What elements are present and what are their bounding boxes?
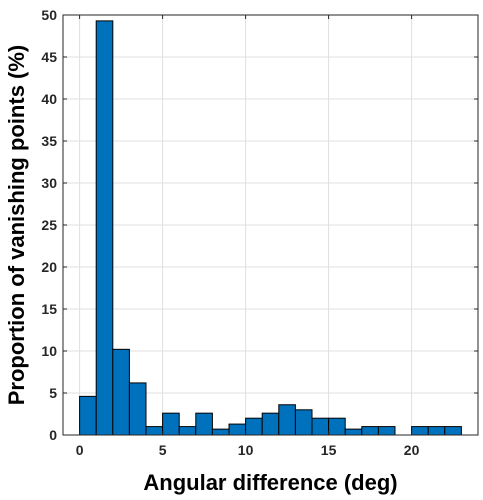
y-tick-label: 50 xyxy=(41,7,57,23)
histogram-bar xyxy=(95,20,114,436)
y-axis-label: Proportion of vanishing points (%) xyxy=(4,45,29,406)
histogram-bar xyxy=(228,423,247,436)
histogram-bar xyxy=(261,412,280,436)
histogram-bar xyxy=(178,426,197,436)
histogram-bar xyxy=(411,426,429,436)
y-tick-label: 10 xyxy=(41,343,57,359)
histogram-bar xyxy=(128,382,147,436)
x-tick-labels: 0 5 10 15 20 xyxy=(76,442,420,458)
y-tick-labels: 0 5 10 15 20 25 30 35 40 45 50 xyxy=(41,7,57,443)
histogram-bar xyxy=(112,348,130,436)
y-tick-label: 5 xyxy=(49,385,57,401)
y-tick-label: 20 xyxy=(41,259,57,275)
y-tick-label: 40 xyxy=(41,91,57,107)
y-tick-label: 25 xyxy=(41,217,57,233)
x-tick-label: 10 xyxy=(238,442,254,458)
x-tick-label: 20 xyxy=(404,442,420,458)
histogram-bar xyxy=(278,404,296,436)
histogram-bar xyxy=(377,426,396,436)
histogram-bar xyxy=(79,395,97,436)
histogram-bar xyxy=(162,412,180,436)
histogram-bar xyxy=(145,426,164,436)
histogram-bar xyxy=(311,417,330,436)
histogram-bar xyxy=(344,428,363,436)
x-tick-label: 0 xyxy=(76,442,84,458)
axes-box xyxy=(62,14,479,436)
histogram-bar xyxy=(361,426,379,436)
histogram-bar xyxy=(294,409,313,436)
x-tick-label: 15 xyxy=(321,442,337,458)
histogram-bar xyxy=(444,426,462,436)
y-tick-label: 0 xyxy=(49,427,57,443)
histogram-bar xyxy=(328,417,346,436)
histogram-bar xyxy=(245,417,263,436)
x-tick-label: 5 xyxy=(159,442,167,458)
histogram-bars xyxy=(79,20,462,436)
y-tick-label: 35 xyxy=(41,133,57,149)
x-axis-label: Angular difference (deg) xyxy=(143,470,397,495)
histogram-bar xyxy=(211,428,230,436)
y-tick-label: 30 xyxy=(41,175,57,191)
histogram-bar xyxy=(427,426,446,436)
y-tick-label: 45 xyxy=(41,49,57,65)
histogram-bar xyxy=(195,412,213,436)
y-tick-label: 15 xyxy=(41,301,57,317)
